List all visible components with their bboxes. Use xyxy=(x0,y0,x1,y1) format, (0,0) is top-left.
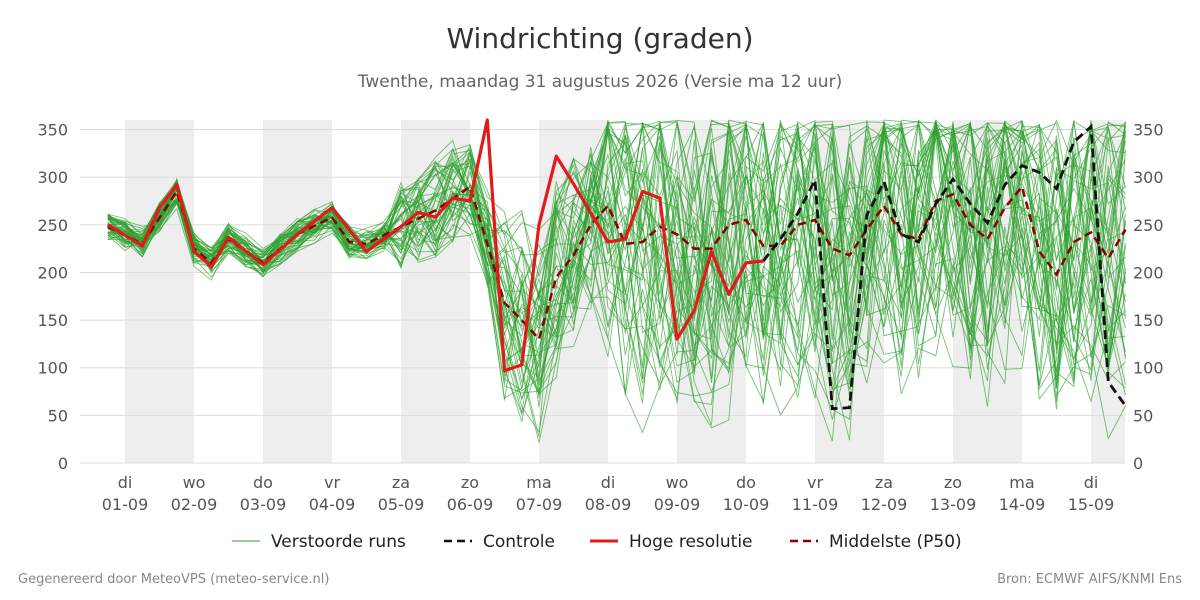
x-tick-date: 14-09 xyxy=(999,495,1046,514)
ensemble-member-line xyxy=(107,122,1126,398)
x-tick-day: di xyxy=(1084,473,1099,492)
x-tick-date: 03-09 xyxy=(240,495,287,514)
x-tick-day: di xyxy=(601,473,616,492)
x-tick-day: zo xyxy=(944,473,962,492)
y-tick-label-left: 350 xyxy=(37,121,68,140)
x-tick-day: za xyxy=(875,473,893,492)
ensemble-member-line xyxy=(107,125,1126,403)
y-tick-label-left: 150 xyxy=(37,311,68,330)
x-tick-day: do xyxy=(253,473,273,492)
x-tick-day: ma xyxy=(526,473,551,492)
y-tick-label-right: 100 xyxy=(1133,359,1164,378)
x-tick-date: 15-09 xyxy=(1068,495,1115,514)
ensemble-member-line xyxy=(107,119,1126,401)
x-tick-day: vr xyxy=(324,473,340,492)
y-tick-label-left: 100 xyxy=(37,359,68,378)
main-series xyxy=(106,118,1127,411)
ensemble-member-line xyxy=(107,120,1126,399)
x-tick-day: za xyxy=(392,473,410,492)
axis-labels: 0 0 50 50 100 100 150 150 200 200 250 250 300 300 350 3… xyxy=(37,121,1163,514)
footer-generated-by: Gegenereerd door MeteoVPS (meteo-service… xyxy=(18,572,330,587)
x-tick-date: 10-09 xyxy=(723,495,770,514)
control-line xyxy=(762,123,1127,411)
x-tick-day: do xyxy=(736,473,756,492)
chart-subtitle: Twenthe, maandag 31 augustus 2026 (Versi… xyxy=(357,72,843,92)
legend: Verstoorde runs Controle Hoge resolutie Mid… xyxy=(232,532,962,552)
x-tick-day: vr xyxy=(807,473,823,492)
x-tick-date: 08-09 xyxy=(585,495,632,514)
y-tick-label-left: 250 xyxy=(37,216,68,235)
x-tick-date: 11-09 xyxy=(792,495,839,514)
y-tick-label-right: 250 xyxy=(1133,216,1164,235)
legend-label-median: Middelste (P50) xyxy=(829,532,962,552)
shade-band xyxy=(125,120,194,463)
y-tick-label-right: 200 xyxy=(1133,263,1164,282)
x-tick-date: 07-09 xyxy=(516,495,563,514)
y-tick-label-right: 300 xyxy=(1133,168,1164,187)
x-tick-date: 09-09 xyxy=(654,495,701,514)
y-tick-label-right: 350 xyxy=(1133,121,1164,140)
ensemble-member-line xyxy=(107,121,1126,434)
x-tick-date: 01-09 xyxy=(102,495,149,514)
ensemble-member-line xyxy=(107,121,1126,405)
y-tick-label-left: 200 xyxy=(37,263,68,282)
x-tick-day: wo xyxy=(666,473,689,492)
ensemble-member-line xyxy=(107,120,1126,380)
legend-label-control: Controle xyxy=(483,532,555,552)
y-tick-label-left: 0 xyxy=(58,454,68,473)
ensemble-member-line xyxy=(107,119,1126,416)
ensemble-member-line xyxy=(107,119,1126,438)
ensemble-member-line xyxy=(107,125,1126,393)
ensemble-member-line xyxy=(107,123,1126,401)
x-tick-day: wo xyxy=(183,473,206,492)
y-tick-label-right: 150 xyxy=(1133,311,1164,330)
chart-title: Windrichting (graden) xyxy=(446,22,754,55)
shade-band xyxy=(263,120,332,463)
x-tick-date: 02-09 xyxy=(171,495,218,514)
x-tick-date: 12-09 xyxy=(861,495,908,514)
x-tick-date: 04-09 xyxy=(309,495,356,514)
legend-label-hires: Hoge resolutie xyxy=(629,532,753,552)
hires-line xyxy=(106,118,764,373)
ensemble-member-line xyxy=(107,122,1126,391)
x-tick-date: 13-09 xyxy=(930,495,977,514)
x-tick-day: ma xyxy=(1009,473,1034,492)
median-line xyxy=(107,184,1127,342)
y-tick-label-right: 50 xyxy=(1133,406,1153,425)
y-tick-label-left: 300 xyxy=(37,168,68,187)
x-tick-day: zo xyxy=(461,473,479,492)
x-tick-day: di xyxy=(118,473,133,492)
footer-source: Bron: ECMWF AIFS/KNMI Ens xyxy=(997,572,1182,587)
x-tick-date: 06-09 xyxy=(447,495,494,514)
x-tick-date: 05-09 xyxy=(378,495,425,514)
y-tick-label-left: 50 xyxy=(48,406,68,425)
y-tick-label-right: 0 xyxy=(1133,454,1143,473)
legend-label-members: Verstoorde runs xyxy=(271,532,406,552)
